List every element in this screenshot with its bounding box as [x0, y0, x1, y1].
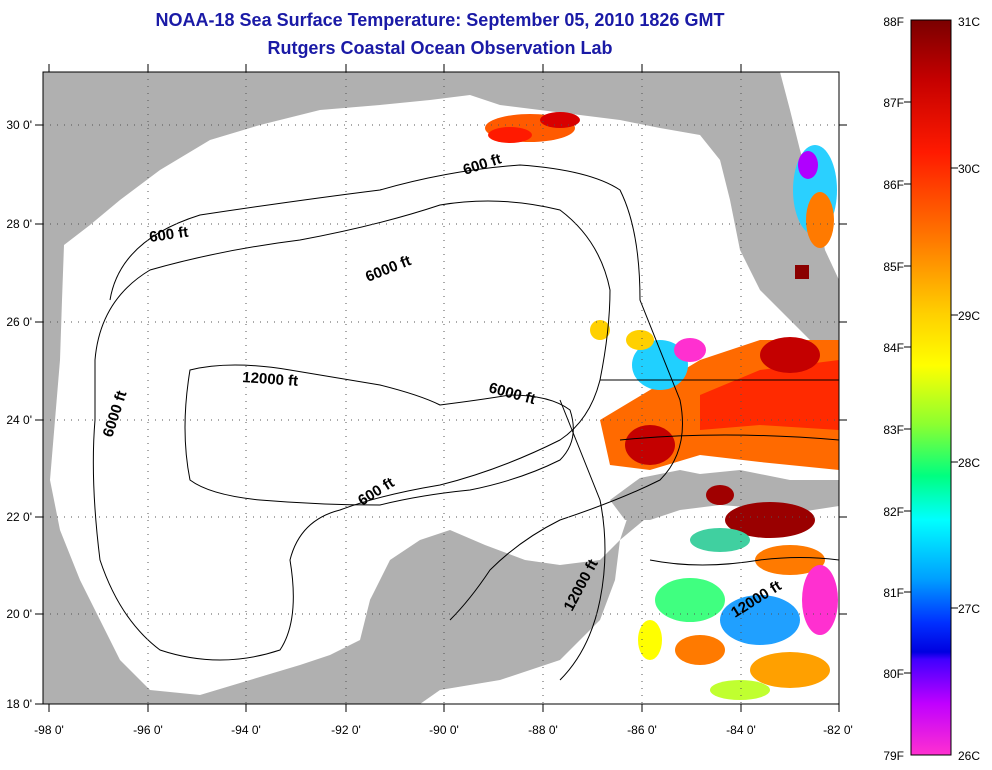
colorbar-c-ticks — [951, 167, 958, 609]
colorbar-c-label: 29C — [958, 309, 980, 323]
contour-label: 12000 ft — [242, 369, 299, 390]
map-title: NOAA-18 Sea Surface Temperature: Septemb… — [155, 10, 725, 30]
y-tick-label: 24 0' — [6, 413, 32, 427]
colorbar-f-ticks — [904, 101, 911, 674]
x-axis-labels: -98 0' -96 0' -94 0' -92 0' -90 0' -88 0… — [34, 723, 853, 737]
colorbar-c-label: 31C — [958, 15, 980, 29]
sst-data — [485, 112, 839, 700]
colorbar-c-label: 30C — [958, 162, 980, 176]
y-tick-label: 20 0' — [6, 607, 32, 621]
colorbar-c-label: 26C — [958, 749, 980, 763]
colorbar-c-label: 28C — [958, 456, 980, 470]
frame-ticks — [35, 64, 847, 712]
x-tick-label: -98 0' — [34, 723, 64, 737]
colorbar-f-labels: 88F 87F 86F 85F 84F 83F 82F 81F 80F 79F — [883, 15, 904, 763]
x-tick-label: -82 0' — [823, 723, 853, 737]
x-tick-label: -88 0' — [528, 723, 558, 737]
x-tick-label: -92 0' — [331, 723, 361, 737]
y-tick-label: 18 0' — [6, 697, 32, 711]
y-tick-label: 30 0' — [6, 118, 32, 132]
colorbar-f-label: 82F — [883, 505, 904, 519]
x-tick-label: -90 0' — [429, 723, 459, 737]
x-tick-label: -94 0' — [231, 723, 261, 737]
colorbar-f-label: 85F — [883, 260, 904, 274]
y-tick-label: 28 0' — [6, 217, 32, 231]
colorbar-f-label: 87F — [883, 96, 904, 110]
colorbar-f-label: 88F — [883, 15, 904, 29]
gulf-map: 600 ft 600 ft 6000 ft 12000 ft 6000 ft 6… — [43, 72, 839, 704]
depth-contours — [92, 164, 839, 681]
colorbar-f-label: 80F — [883, 667, 904, 681]
contour-label: 600 ft — [148, 224, 189, 246]
y-tick-label: 26 0' — [6, 315, 32, 329]
y-tick-label: 22 0' — [6, 510, 32, 524]
colorbar-f-label: 79F — [883, 749, 904, 763]
colorbar-c-labels: 31C 30C 29C 28C 27C 26C — [958, 15, 980, 763]
colorbar — [910, 19, 952, 756]
map-frame — [42, 71, 840, 705]
y-axis-labels: 30 0' 28 0' 26 0' 24 0' 22 0' 20 0' 18 0… — [6, 118, 32, 711]
colorbar-c-label: 27C — [958, 602, 980, 616]
x-tick-label: -96 0' — [133, 723, 163, 737]
colorbar-f-label: 83F — [883, 423, 904, 437]
x-tick-label: -84 0' — [726, 723, 756, 737]
map-subtitle: Rutgers Coastal Ocean Observation Lab — [267, 38, 613, 58]
x-tick-label: -86 0' — [627, 723, 657, 737]
colorbar-f-label: 81F — [883, 586, 904, 600]
yucatan-land — [370, 535, 470, 690]
colorbar-f-label: 84F — [883, 341, 904, 355]
colorbar-f-label: 86F — [883, 178, 904, 192]
graticule — [43, 72, 839, 704]
